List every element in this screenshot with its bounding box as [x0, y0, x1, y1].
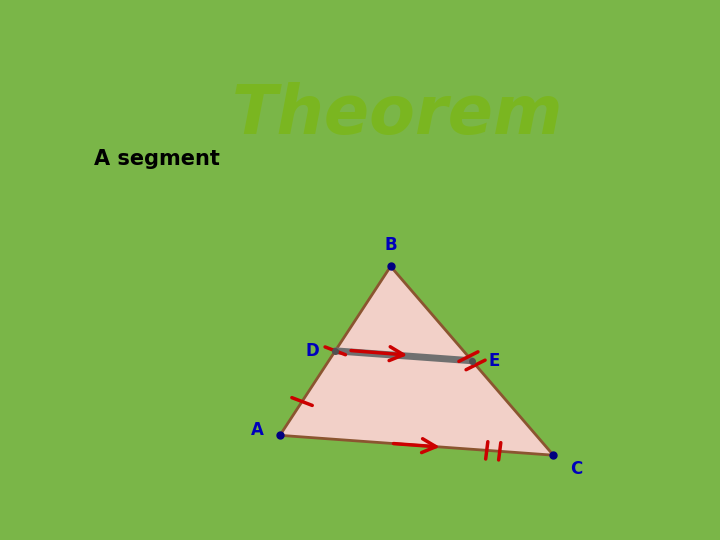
- Text: A: A: [251, 421, 264, 440]
- Text: Theorem: Theorem: [233, 82, 564, 148]
- Text: A segment: A segment: [94, 148, 220, 169]
- Text: C: C: [570, 460, 582, 478]
- Text: D: D: [305, 342, 319, 360]
- Polygon shape: [280, 266, 554, 455]
- Text: E: E: [488, 352, 500, 370]
- Text: B: B: [384, 236, 397, 254]
